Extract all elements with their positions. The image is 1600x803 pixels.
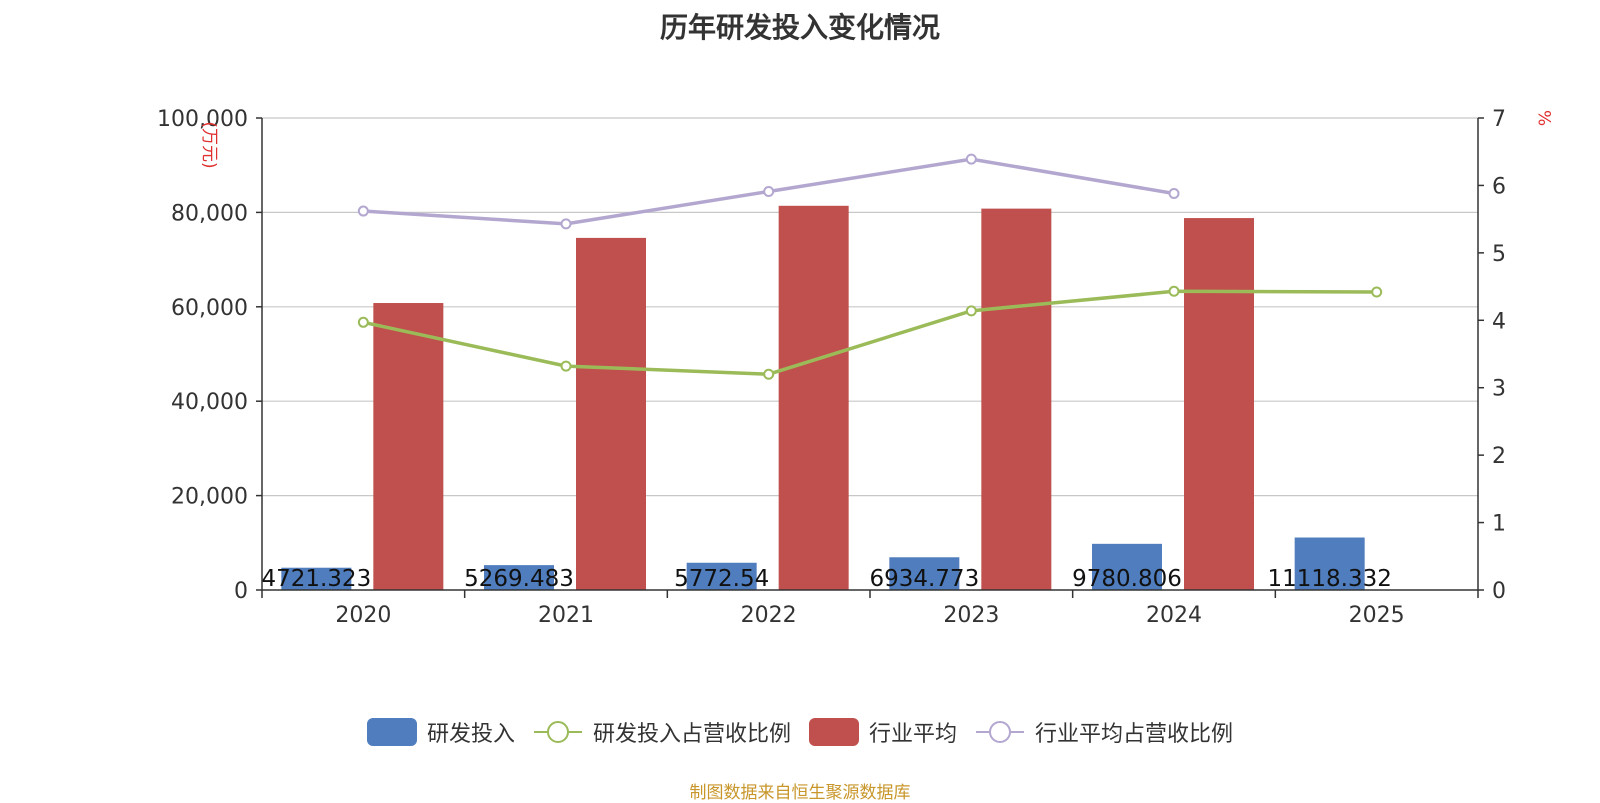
bar-industry bbox=[1184, 218, 1254, 590]
legend-swatch-rd-ratio bbox=[533, 721, 582, 743]
industry-ratio-point bbox=[763, 185, 775, 197]
rd-ratio-point bbox=[560, 360, 572, 372]
legend: 研发投入 研发投入占营收比例 行业平均 行业平均占营收比例 bbox=[0, 716, 1600, 748]
rd-ratio-point bbox=[1371, 286, 1383, 298]
y-left-tick-label: 100,000 bbox=[157, 107, 248, 132]
rd-ratio-line bbox=[362, 289, 1377, 376]
bar-industry bbox=[778, 205, 849, 591]
bar-industry bbox=[981, 208, 1052, 590]
industry-ratio-point bbox=[1168, 188, 1180, 200]
data-source-note: 制图数据来自恒生聚源数据库 bbox=[689, 783, 911, 803]
y-right-axis-label: % bbox=[1536, 110, 1556, 126]
legend-item-industry-ratio[interactable]: 行业平均占营收比例 bbox=[975, 716, 1233, 748]
bar-rd bbox=[281, 567, 352, 590]
grid-lines bbox=[262, 117, 1478, 497]
y-left-tick-label: 80,000 bbox=[171, 201, 248, 226]
x-tick-label: 2021 bbox=[538, 603, 594, 628]
data-labels: 4721.323 5269.483 5772.54 6934.773 9780.806 1… bbox=[261, 566, 1391, 592]
x-tick-label: 2024 bbox=[1146, 603, 1202, 628]
bar-rd bbox=[686, 562, 757, 590]
bar-rd-value-label: 5269.483 bbox=[464, 566, 574, 592]
industry-ratio-point bbox=[965, 153, 977, 165]
y-right-tick-label: 6 bbox=[1492, 174, 1506, 199]
x-tick-label: 2023 bbox=[943, 603, 999, 628]
bar-rd bbox=[889, 557, 960, 590]
bar-rd-value-label: 5772.54 bbox=[674, 566, 769, 592]
y-right-tick-label: 2 bbox=[1492, 444, 1506, 469]
legend-item-industry[interactable]: 行业平均 bbox=[809, 716, 957, 748]
y-right-tick-label: 0 bbox=[1492, 579, 1506, 604]
ratio-lines bbox=[357, 153, 1383, 380]
bar-industry bbox=[576, 237, 646, 590]
bar-industry bbox=[373, 303, 444, 590]
bar-rd-value-label: 9780.806 bbox=[1072, 566, 1182, 592]
bar-rd-value-label: 4721.323 bbox=[261, 566, 371, 592]
y-left-tick-label: 20,000 bbox=[171, 485, 248, 510]
bar-rd bbox=[484, 565, 554, 590]
y-right-tick-label: 4 bbox=[1492, 309, 1506, 334]
legend-label-industry: 行业平均 bbox=[869, 722, 958, 747]
y-left-tick-label: 60,000 bbox=[171, 296, 248, 321]
industry-ratio-point bbox=[357, 205, 369, 217]
bar-rd bbox=[1092, 543, 1162, 590]
legend-label-industry-ratio: 行业平均占营收比例 bbox=[1035, 722, 1234, 747]
bar-rd-value-label: 6934.773 bbox=[869, 566, 979, 592]
rd-ratio-point bbox=[763, 368, 775, 380]
y-left-tick-label: 40,000 bbox=[171, 390, 248, 415]
legend-swatch-industry bbox=[809, 718, 859, 746]
industry-ratio-point bbox=[560, 218, 572, 230]
x-tick-label: 2025 bbox=[1349, 603, 1405, 628]
chart-title: 历年研发投入变化情况 bbox=[659, 11, 940, 44]
bar-rd bbox=[1294, 537, 1365, 590]
legend-label-rd: 研发投入 bbox=[426, 722, 515, 747]
legend-line-marker bbox=[546, 721, 569, 743]
y-right-tick-label: 7 bbox=[1492, 107, 1506, 132]
y-left-tick-label: 0 bbox=[234, 579, 248, 604]
legend-swatch-rd bbox=[366, 718, 417, 746]
legend-item-rd[interactable]: 研发投入 bbox=[366, 716, 515, 748]
y-right-tick-label: 1 bbox=[1492, 512, 1506, 537]
y-right-tick-label: 5 bbox=[1492, 242, 1506, 267]
rd-ratio-point bbox=[965, 305, 977, 317]
bar-rd-value-label: 11118.332 bbox=[1267, 566, 1391, 592]
legend-swatch-industry-ratio bbox=[976, 721, 1025, 743]
x-tick-label: 2020 bbox=[335, 603, 391, 628]
bars bbox=[281, 205, 1365, 591]
y-left-axis-label: (万元) bbox=[199, 121, 219, 168]
rd-ratio-point bbox=[357, 316, 369, 328]
legend-label-rd-ratio: 研发投入占营收比例 bbox=[592, 722, 791, 747]
x-tick-label: 2022 bbox=[741, 603, 797, 628]
y-right-tick-label: 3 bbox=[1492, 377, 1506, 402]
axes: 0 20,000 40,000 60,000 80,000 100,000 0 1 2 3 4 5 6 7… bbox=[157, 107, 1556, 628]
rd-ratio-point bbox=[1168, 285, 1180, 297]
legend-item-rd-ratio[interactable]: 研发投入占营收比例 bbox=[533, 716, 791, 748]
legend-line-marker bbox=[989, 721, 1012, 743]
